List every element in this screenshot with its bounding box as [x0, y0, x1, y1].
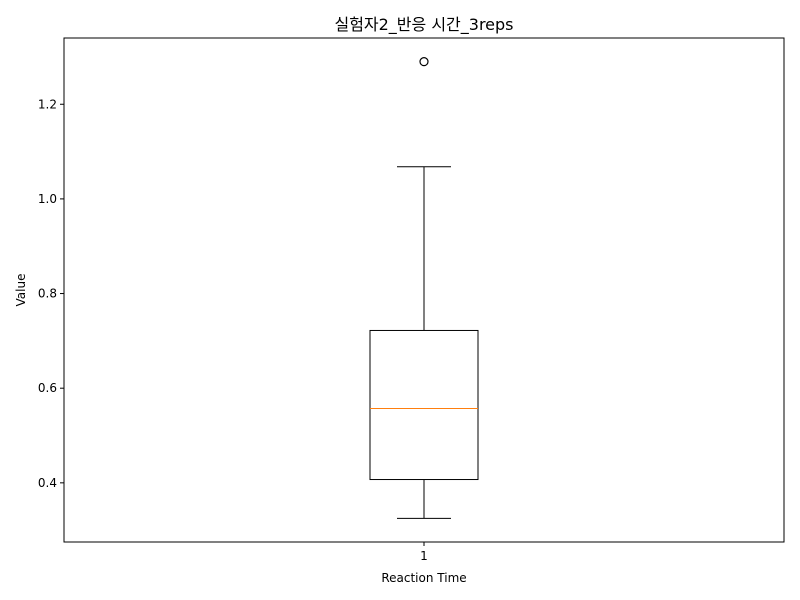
y-axis: 0.4 0.6 0.8 1.0 1.2	[38, 97, 64, 490]
x-axis: 1	[420, 542, 428, 563]
y-axis-label: Value	[14, 274, 28, 307]
y-tick-label: 0.8	[38, 287, 57, 301]
y-tick-label: 1.0	[38, 192, 57, 206]
y-tick-label: 0.4	[38, 476, 57, 490]
box-group	[369, 57, 479, 519]
y-tick-label: 1.2	[38, 97, 57, 111]
outlier-point	[419, 57, 429, 67]
box-series	[369, 57, 479, 519]
y-tick-label: 0.6	[38, 381, 57, 395]
chart-title: 실험자2_반응 시간_3reps	[334, 15, 513, 35]
x-tick-label: 1	[420, 549, 428, 563]
x-axis-label: Reaction Time	[381, 571, 466, 585]
iqr-box	[369, 329, 479, 481]
